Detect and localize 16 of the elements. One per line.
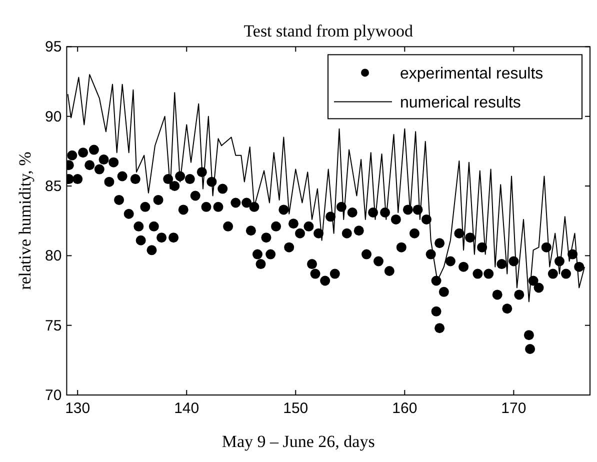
chart-title: Test stand from plywood bbox=[244, 22, 414, 41]
legend-label: numerical results bbox=[400, 94, 521, 112]
y-tick-label: 85 bbox=[45, 178, 62, 196]
x-tick-label: 150 bbox=[283, 400, 308, 417]
x-tick-label: 160 bbox=[392, 400, 418, 417]
y-tick-label: 70 bbox=[45, 387, 62, 404]
y-axis-title: relative humidity, % bbox=[16, 152, 35, 290]
y-tick-label: 80 bbox=[45, 248, 62, 265]
x-tick-label: 130 bbox=[65, 400, 90, 417]
legend-label: experimental results bbox=[400, 66, 544, 83]
y-tick-label: 75 bbox=[45, 317, 62, 334]
x-tick-label: 140 bbox=[174, 400, 200, 417]
x-axis-title: May 9 – June 26, days bbox=[222, 432, 375, 451]
x-tick-label: 170 bbox=[501, 400, 526, 417]
y-tick-label: 90 bbox=[45, 108, 62, 126]
y-tick-label: 95 bbox=[45, 38, 62, 56]
